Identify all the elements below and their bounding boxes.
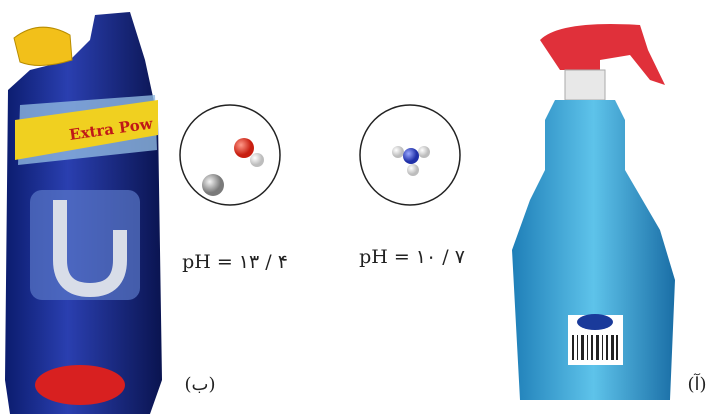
ph-label: pH = ۱۳ / ۴: [182, 251, 288, 273]
panel-label: (ب): [185, 374, 216, 395]
hydroxide-circle: [179, 104, 281, 206]
ph-label: pH = ۱۰ / ۷: [359, 246, 465, 268]
glass-cleaner-bottle: [512, 24, 675, 400]
panel-label: (آ): [687, 373, 706, 395]
ammonia-circle: [359, 104, 461, 206]
drain-cleaner-bottle: Extra Pow: [5, 12, 162, 414]
